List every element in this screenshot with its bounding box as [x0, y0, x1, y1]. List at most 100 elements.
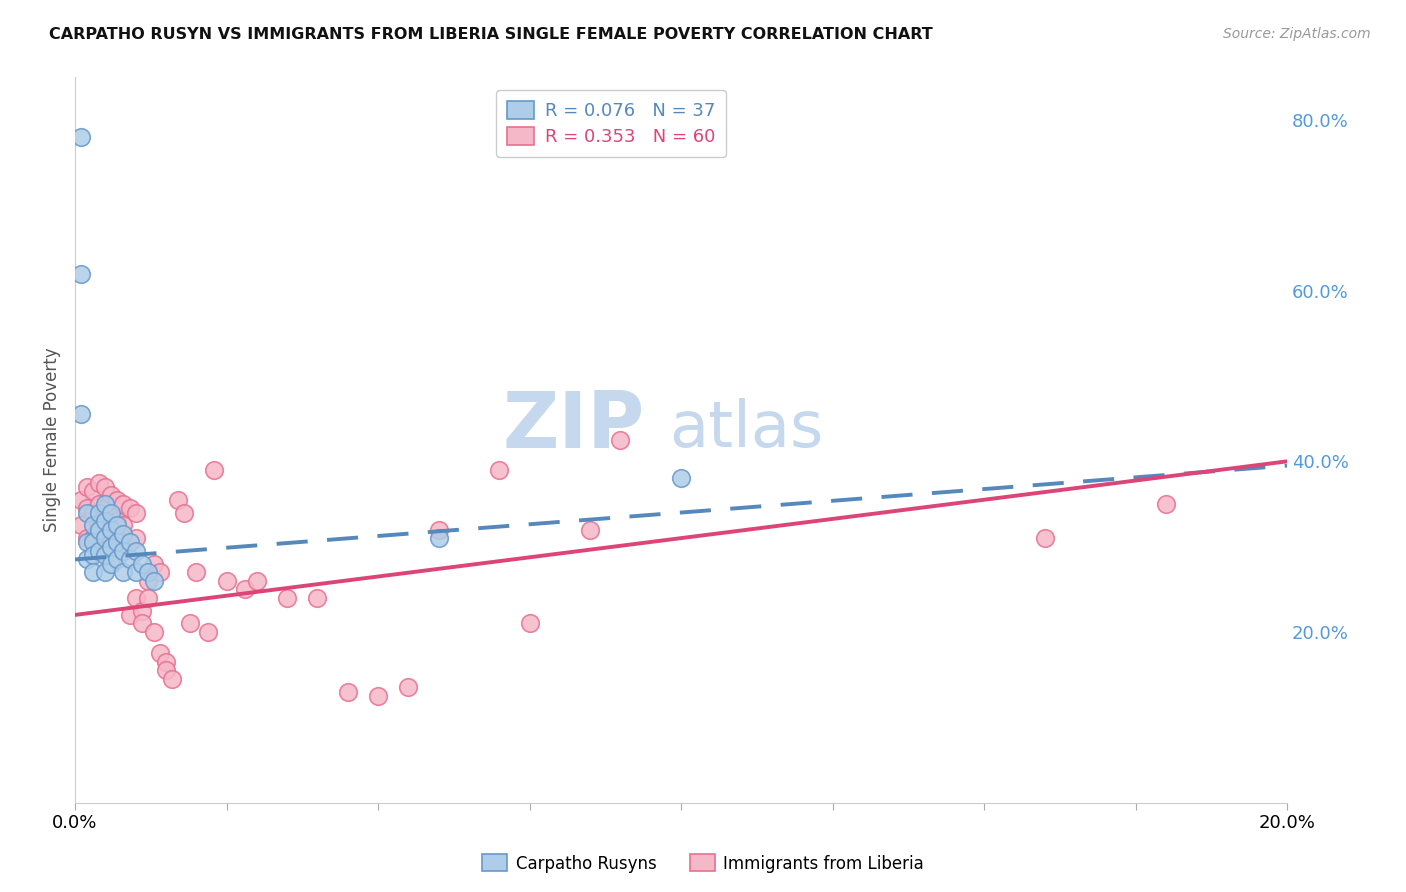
- Point: [107, 514, 129, 528]
- Point: [76, 501, 98, 516]
- Point: [427, 523, 450, 537]
- Legend: Carpatho Rusyns, Immigrants from Liberia: Carpatho Rusyns, Immigrants from Liberia: [475, 847, 931, 880]
- Point: [70, 408, 93, 422]
- Point: [89, 523, 111, 537]
- Point: [100, 535, 122, 549]
- Point: [149, 566, 172, 580]
- Point: [124, 566, 146, 580]
- Text: atlas: atlas: [669, 398, 824, 460]
- Point: [142, 574, 165, 588]
- Point: [136, 566, 159, 580]
- Point: [396, 681, 419, 695]
- Point: [76, 506, 98, 520]
- Point: [179, 616, 201, 631]
- Point: [131, 616, 153, 631]
- Point: [112, 526, 135, 541]
- Point: [167, 492, 190, 507]
- Point: [89, 497, 111, 511]
- Point: [131, 604, 153, 618]
- Point: [186, 566, 208, 580]
- Point: [112, 544, 135, 558]
- Point: [94, 501, 117, 516]
- Point: [107, 552, 129, 566]
- Point: [142, 557, 165, 571]
- Point: [276, 591, 298, 605]
- Point: [76, 480, 98, 494]
- Point: [609, 433, 631, 447]
- Point: [112, 518, 135, 533]
- Point: [82, 531, 104, 545]
- Point: [100, 557, 122, 571]
- Point: [124, 506, 146, 520]
- Point: [76, 531, 98, 545]
- Point: [94, 526, 117, 541]
- Point: [155, 664, 177, 678]
- Point: [155, 655, 177, 669]
- Point: [149, 646, 172, 660]
- Point: [112, 497, 135, 511]
- Point: [89, 544, 111, 558]
- Point: [70, 492, 93, 507]
- Point: [1033, 531, 1056, 545]
- Point: [107, 540, 129, 554]
- Legend: R = 0.076   N = 37, R = 0.353   N = 60: R = 0.076 N = 37, R = 0.353 N = 60: [496, 90, 725, 157]
- Point: [76, 535, 98, 549]
- Point: [112, 544, 135, 558]
- Point: [107, 492, 129, 507]
- Point: [124, 591, 146, 605]
- Point: [82, 518, 104, 533]
- Point: [1154, 497, 1177, 511]
- Point: [136, 574, 159, 588]
- Point: [94, 514, 117, 528]
- Point: [118, 552, 141, 566]
- Point: [94, 531, 117, 545]
- Point: [118, 607, 141, 622]
- Point: [89, 475, 111, 490]
- Point: [488, 463, 510, 477]
- Point: [70, 267, 93, 281]
- Point: [82, 566, 104, 580]
- Point: [107, 518, 129, 533]
- Point: [160, 672, 183, 686]
- Point: [82, 484, 104, 499]
- Point: [215, 574, 238, 588]
- Point: [107, 535, 129, 549]
- Point: [579, 523, 602, 537]
- Point: [94, 480, 117, 494]
- Point: [202, 463, 225, 477]
- Point: [89, 506, 111, 520]
- Point: [131, 557, 153, 571]
- Point: [70, 130, 93, 145]
- Point: [246, 574, 269, 588]
- Point: [76, 552, 98, 566]
- Point: [142, 624, 165, 639]
- Point: [519, 616, 541, 631]
- Point: [82, 535, 104, 549]
- Point: [82, 506, 104, 520]
- Point: [307, 591, 329, 605]
- Point: [100, 523, 122, 537]
- Point: [118, 535, 141, 549]
- Point: [124, 531, 146, 545]
- Y-axis label: Single Female Poverty: Single Female Poverty: [44, 348, 60, 533]
- Point: [367, 689, 389, 703]
- Text: ZIP: ZIP: [502, 387, 645, 464]
- Point: [100, 488, 122, 502]
- Point: [112, 566, 135, 580]
- Point: [118, 501, 141, 516]
- Point: [100, 509, 122, 524]
- Point: [197, 624, 219, 639]
- Text: CARPATHO RUSYN VS IMMIGRANTS FROM LIBERIA SINGLE FEMALE POVERTY CORRELATION CHAR: CARPATHO RUSYN VS IMMIGRANTS FROM LIBERI…: [49, 27, 934, 42]
- Point: [94, 566, 117, 580]
- Point: [89, 523, 111, 537]
- Text: Source: ZipAtlas.com: Source: ZipAtlas.com: [1223, 27, 1371, 41]
- Point: [100, 540, 122, 554]
- Point: [82, 548, 104, 562]
- Point: [233, 582, 256, 597]
- Point: [70, 518, 93, 533]
- Point: [669, 471, 692, 485]
- Point: [427, 531, 450, 545]
- Point: [100, 506, 122, 520]
- Point: [124, 544, 146, 558]
- Point: [173, 506, 195, 520]
